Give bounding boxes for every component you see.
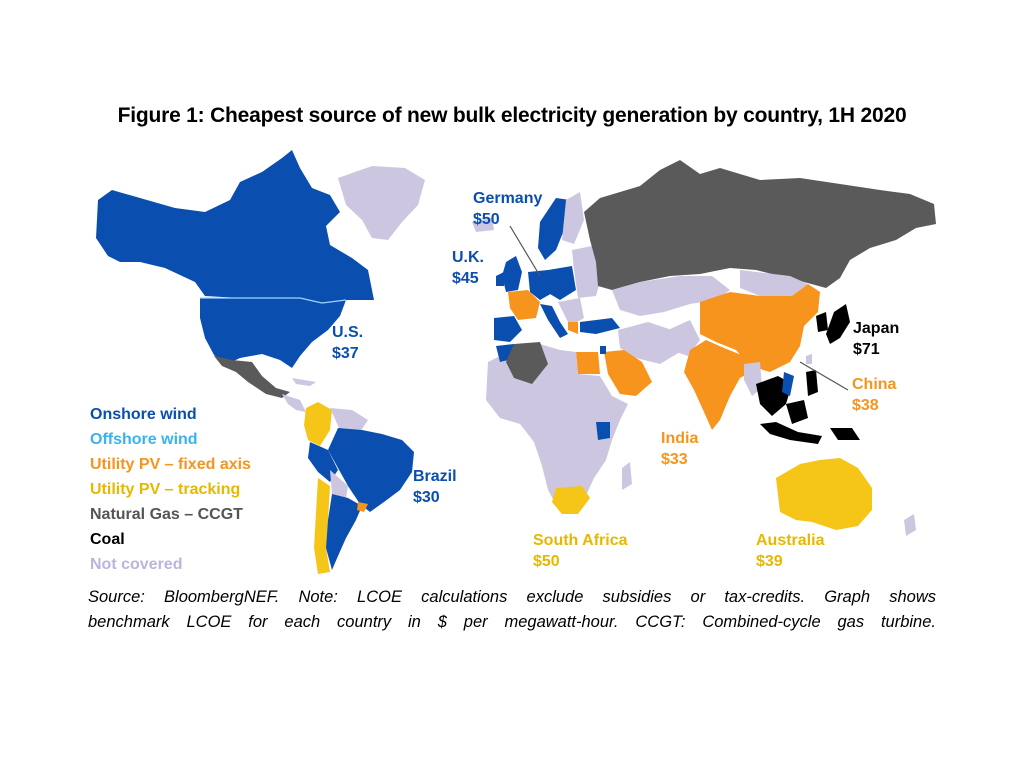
region-chile [314,478,330,574]
country-value: $30 [413,489,440,506]
region-borneo [786,400,808,424]
label-china: China $38 [852,374,896,416]
region-algeria [506,342,548,384]
label-uk: U.K. $45 [452,247,484,289]
region-central-asia [612,276,730,316]
region-indonesia [760,422,822,444]
legend-item-not-covered: Not covered [90,556,183,573]
region-vietnam [782,372,794,396]
source-line-1: Source: BloombergNEF. Note: LCOE calcula… [88,588,936,606]
country-name: Germany [473,190,543,207]
region-finland [562,192,584,244]
region-brazil [328,428,414,512]
region-usa [200,298,346,368]
region-taiwan [806,354,812,364]
region-pakistan [668,320,700,356]
region-philippines [806,370,818,396]
region-russia [584,160,936,290]
country-name: U.K. [452,249,484,266]
country-value: $38 [852,397,879,414]
region-madagascar [622,462,632,490]
source-note: Source: BloombergNEF. Note: LCOE calcula… [88,585,936,635]
region-greece [568,322,578,334]
region-france [508,290,540,320]
label-brazil: Brazil $30 [413,466,457,508]
region-venezuela [330,408,368,432]
region-africa [486,344,628,514]
region-argentina [326,494,362,570]
region-ireland [496,272,504,286]
region-cuba [292,378,316,386]
region-iceland [472,218,494,232]
region-japan [826,304,850,344]
country-name: China [852,376,897,393]
legend-item-gas: Natural Gas – CCGT [90,506,243,523]
country-name: U.S. [332,324,364,341]
region-mongolia [740,270,808,296]
country-value: $37 [332,345,359,362]
label-us: U.S. $37 [332,322,363,364]
region-kenya [596,422,610,440]
region-iran [618,322,680,364]
leader-china [799,361,849,391]
country-value: $71 [853,341,880,358]
country-value: $50 [473,211,500,228]
country-value: $45 [452,270,479,287]
region-italy [540,304,568,338]
region-australia [776,458,872,530]
country-name: India [661,430,699,447]
region-mexico [214,356,290,398]
country-name: South Africa [533,532,628,549]
label-india: India $33 [661,428,698,470]
legend-item-pv-fixed: Utility PV – fixed axis [90,456,251,473]
label-japan: Japan $71 [853,318,899,360]
region-central-america [282,394,306,412]
map-legend: Onshore wind Offshore wind Utility PV – … [90,402,251,577]
legend-item-coal: Coal [90,531,125,548]
region-scandinavia [538,198,570,260]
leader-germany [509,225,541,277]
region-india [684,340,754,430]
region-egypt [576,352,600,374]
legend-item-pv-tracking: Utility PV – tracking [90,481,241,498]
country-name: Japan [853,320,900,337]
region-papua [830,428,860,440]
country-value: $50 [533,553,560,570]
region-uk [502,256,522,292]
label-south-africa: South Africa $50 [533,530,628,572]
region-south-africa [552,486,590,514]
figure-title: Figure 1: Cheapest source of new bulk el… [117,104,907,127]
border-us-canada [200,297,347,304]
region-bolivia [330,470,348,498]
region-central-europe [548,266,576,300]
region-balkans [558,298,584,326]
label-australia: Australia $39 [756,530,824,572]
region-uruguay [357,502,368,512]
region-china [700,284,820,372]
region-iberia [494,316,522,342]
legend-item-onshore-wind: Onshore wind [90,406,197,423]
country-value: $39 [756,553,783,570]
country-name: Brazil [413,468,457,485]
region-new-zealand [904,514,916,536]
source-line-2: benchmark LCOE for each country in $ per… [88,613,936,631]
region-canada [96,150,374,303]
region-turkey [580,318,620,334]
region-korea [816,312,828,332]
region-germany [528,270,554,300]
region-colombia [304,402,332,446]
region-greenland [338,166,425,240]
legend-item-offshore-wind: Offshore wind [90,431,198,448]
country-name: Australia [756,532,825,549]
label-germany: Germany $50 [473,188,542,230]
region-saudi-arabia [604,350,652,396]
region-israel [600,346,606,354]
country-value: $33 [661,451,688,468]
